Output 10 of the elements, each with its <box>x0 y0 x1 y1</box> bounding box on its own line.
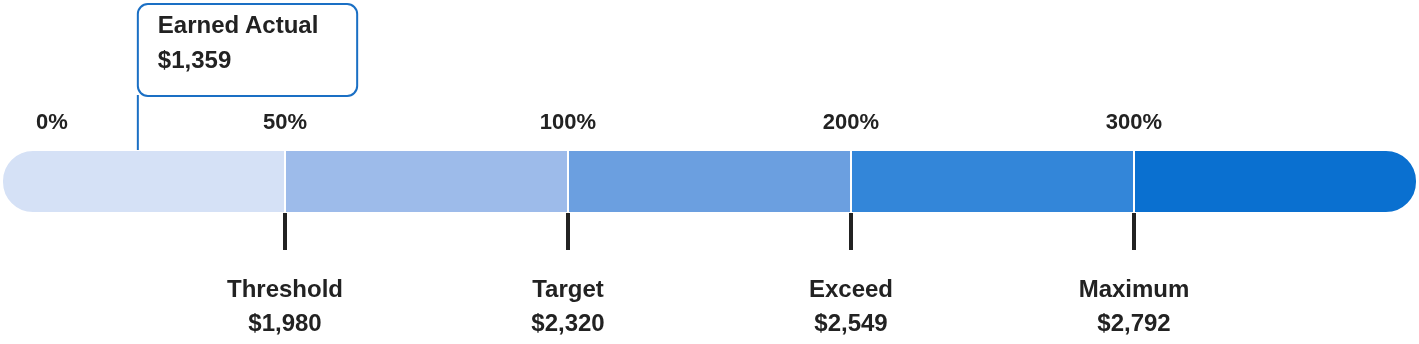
ref-line-label: Target $2,320 <box>531 275 605 336</box>
text: 100% <box>539 109 597 134</box>
ref-line-label: Maximum $2,792 <box>1078 275 1190 336</box>
ref-line-label: Earned Actual $1,359 <box>157 11 319 73</box>
text: 200% <box>822 109 880 134</box>
text: 300% <box>1105 109 1163 134</box>
text: 50% <box>262 109 308 134</box>
text: 0% <box>36 109 68 134</box>
ref-line-label: Threshold $1,980 <box>226 275 344 336</box>
ref-line-label: Exceed $2,549 <box>808 275 894 336</box>
